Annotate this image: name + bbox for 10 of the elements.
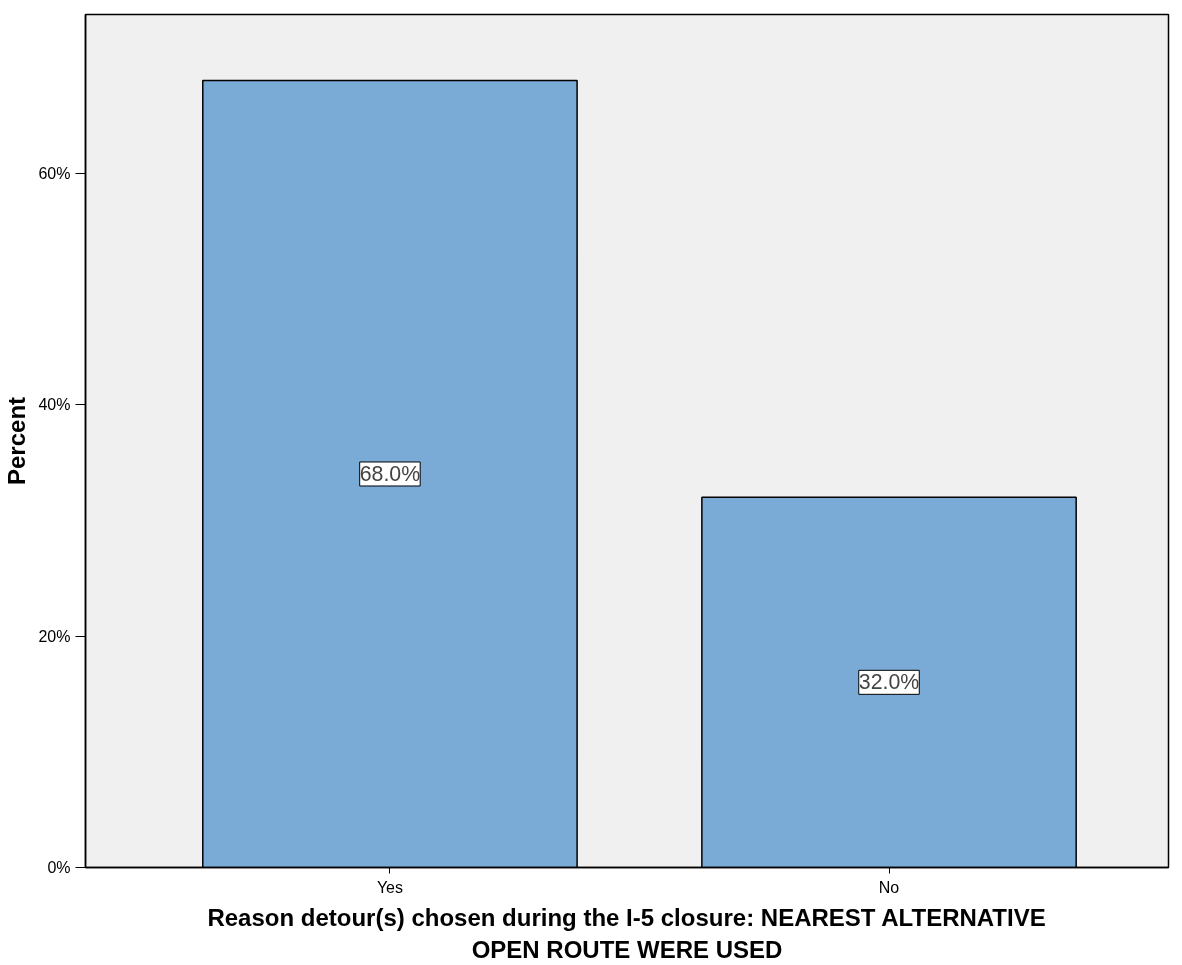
y-tick-label: 40% [38, 396, 71, 414]
x-tick-label: Yes [376, 878, 403, 896]
x-tick-label: No [878, 878, 900, 896]
data-label: 68.0% [359, 461, 421, 486]
y-tick-label: 60% [38, 164, 71, 182]
y-tick-label: 20% [38, 627, 71, 645]
y-tick-label: 0% [47, 859, 71, 876]
y-axis-title: Percent [3, 396, 31, 486]
data-label: 32.0% [858, 670, 920, 695]
x-axis-title: Reason detour(s) chosen during the I-5 closure: NEAREST ALTERNATIVE OPEN ROUTE WERE USED [207, 903, 1046, 963]
